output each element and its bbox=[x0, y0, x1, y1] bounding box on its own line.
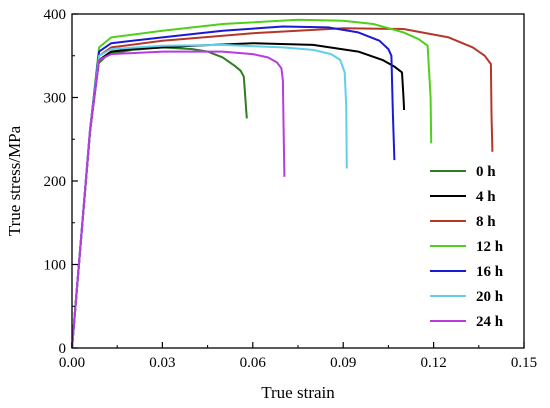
x-tick-label: 0.03 bbox=[149, 355, 175, 371]
series-line-20h bbox=[71, 43, 348, 349]
series-line-4h bbox=[71, 42, 406, 349]
legend: 0 h 4 h 8 h 12 h 16 h 20 h 24 h bbox=[430, 164, 504, 330]
legend-label: 16 h bbox=[476, 264, 504, 280]
axis-tick-labels: 0.00 0.03 0.06 0.09 0.12 0.15 0 100 200 300 400 bbox=[44, 7, 538, 371]
legend-label: 20 h bbox=[476, 289, 504, 305]
legend-label: 4 h bbox=[476, 189, 496, 205]
legend-label: 0 h bbox=[476, 164, 496, 180]
series-line-24h bbox=[71, 50, 286, 349]
x-tick-label: 0.12 bbox=[420, 355, 446, 371]
y-tick-label: 300 bbox=[44, 91, 67, 107]
y-tick-label: 0 bbox=[59, 341, 67, 357]
legend-label: 24 h bbox=[476, 314, 504, 330]
series-line-16h bbox=[71, 25, 396, 349]
legend-label: 12 h bbox=[476, 239, 504, 255]
legend-label: 8 h bbox=[476, 214, 496, 230]
series-line-0h bbox=[71, 46, 248, 349]
y-tick-label: 400 bbox=[44, 7, 67, 23]
series-lines bbox=[71, 18, 494, 349]
y-axis-title: True stress/MPa bbox=[5, 125, 24, 236]
x-axis-title: True strain bbox=[261, 383, 335, 402]
y-tick-label: 100 bbox=[44, 258, 67, 274]
axis-ticks bbox=[71, 13, 525, 349]
x-tick-label: 0.15 bbox=[511, 355, 537, 371]
x-tick-label: 0.00 bbox=[59, 355, 85, 371]
x-tick-label: 0.09 bbox=[330, 355, 356, 371]
x-tick-label: 0.06 bbox=[240, 355, 267, 371]
plot-frame bbox=[71, 13, 525, 349]
y-tick-label: 200 bbox=[44, 174, 67, 190]
series-line-12h bbox=[71, 18, 433, 349]
